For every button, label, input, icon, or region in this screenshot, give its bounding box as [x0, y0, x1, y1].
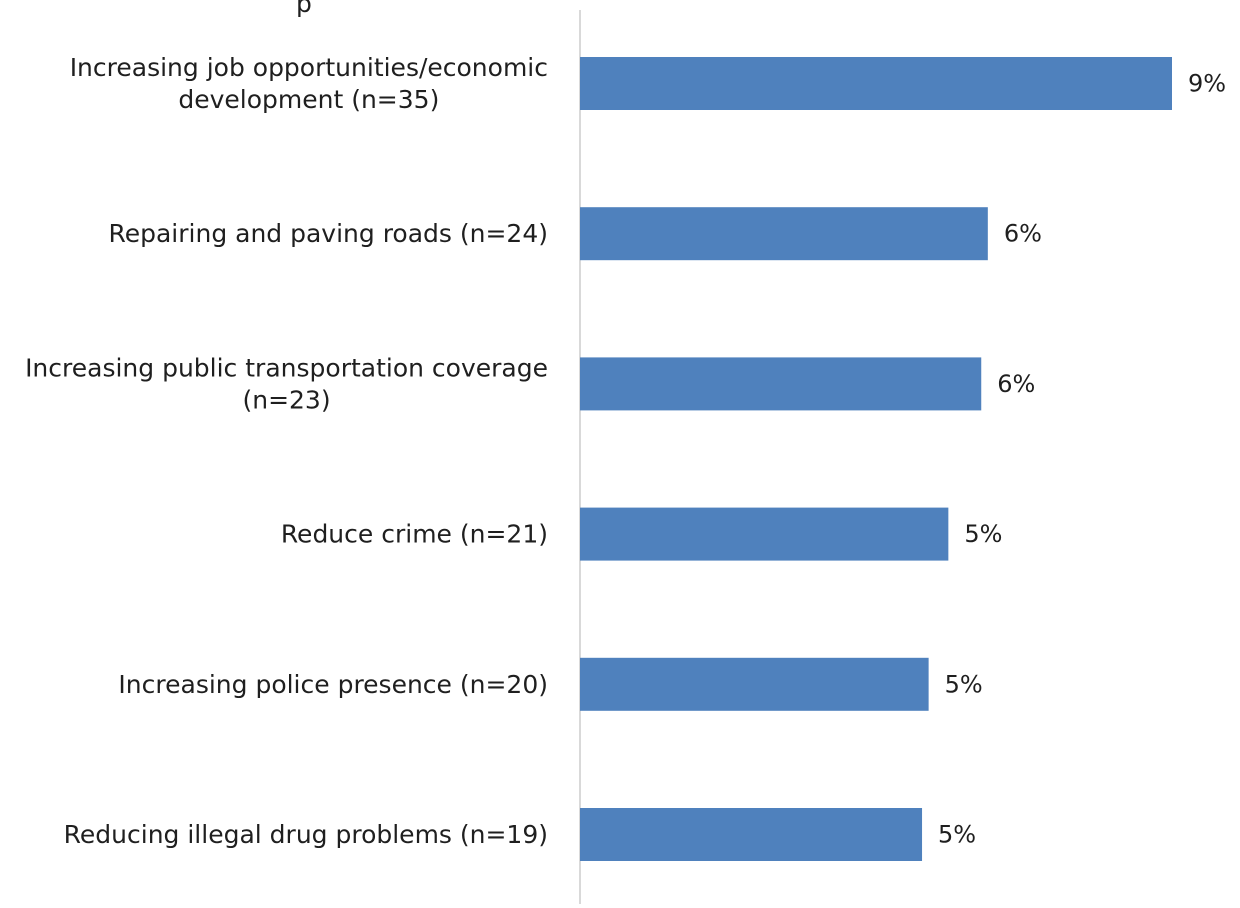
data-label-6: 5% — [938, 821, 976, 849]
category-label-3-line-2: (n=23) — [242, 385, 330, 414]
bar-2 — [580, 207, 988, 261]
data-label-2: 6% — [1004, 220, 1042, 248]
category-label-1-line-1: Increasing job opportunities/economic — [70, 53, 548, 82]
data-label-4: 5% — [964, 520, 1002, 548]
bar-4 — [580, 507, 949, 561]
bar-6 — [580, 808, 923, 861]
bar-5 — [580, 657, 929, 711]
data-labels-group: 9% 6% 6% 5% 5% 5% — [938, 70, 1226, 849]
bar-1 — [580, 57, 1172, 110]
category-label-5-line-1: Increasing police presence (n=20) — [118, 670, 548, 699]
category-label-3-line-1: Increasing public transportation coverag… — [25, 353, 548, 382]
category-label-6: Reducing illegal drug problems (n=19) — [64, 820, 548, 849]
category-label-1: Increasing job opportunities/economic dev… — [70, 53, 548, 114]
category-label-3: Increasing public transportation coverag… — [25, 353, 548, 414]
category-label-4: Reduce crime (n=21) — [281, 520, 548, 549]
bars-group — [580, 57, 1172, 861]
category-label-2: Repairing and paving roads (n=24) — [108, 219, 548, 248]
category-label-4-line-1: Reduce crime (n=21) — [281, 520, 548, 549]
bar-3 — [580, 357, 982, 411]
category-label-5: Increasing police presence (n=20) — [118, 670, 548, 699]
category-labels-group: Increasing job opportunities/economic dev… — [25, 53, 548, 849]
data-label-5: 5% — [945, 670, 983, 698]
data-label-3: 6% — [997, 370, 1035, 398]
chart-title-fragment: p — [296, 0, 312, 18]
data-label-1: 9% — [1188, 70, 1226, 98]
category-label-1-line-2: development (n=35) — [178, 85, 439, 114]
category-label-6-line-1: Reducing illegal drug problems (n=19) — [64, 820, 548, 849]
category-label-2-line-1: Repairing and paving roads (n=24) — [108, 219, 548, 248]
